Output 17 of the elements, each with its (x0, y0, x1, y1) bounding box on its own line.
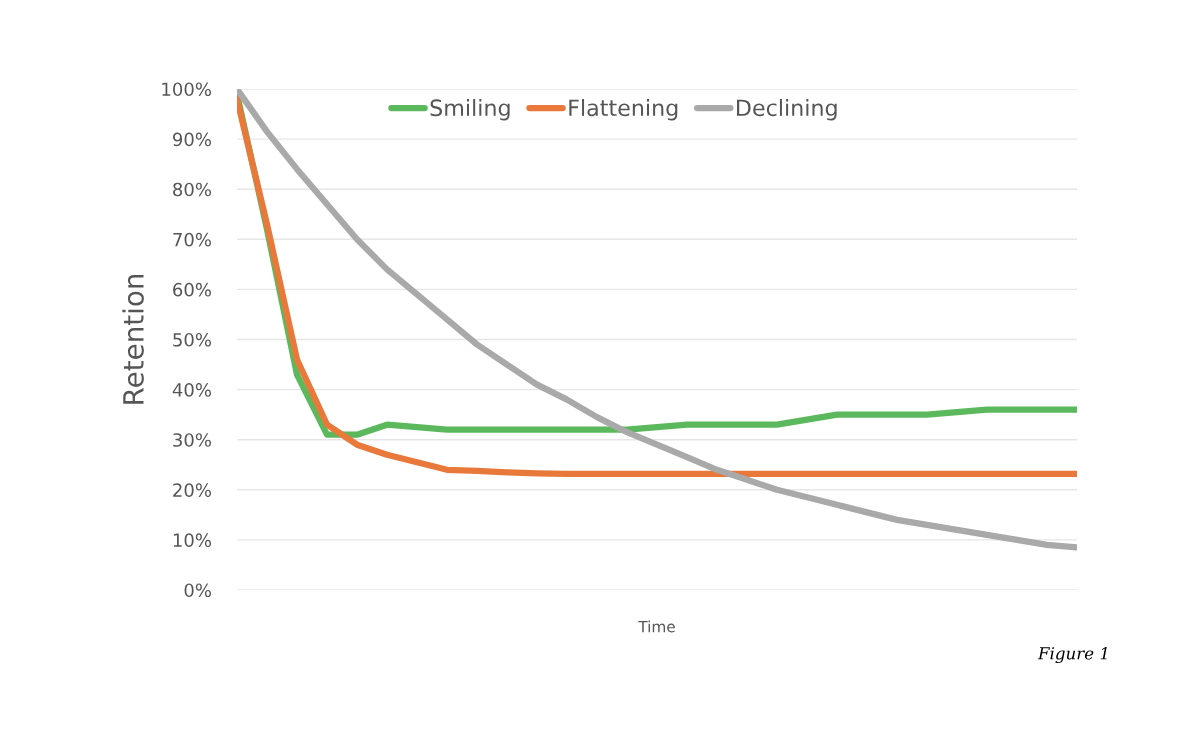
legend-label: Smiling (430, 98, 510, 121)
y-tick-label: 60% (173, 282, 211, 297)
y-tick-label: 10% (173, 533, 211, 548)
y-tick-label: 40% (172, 383, 211, 397)
y-tick-label: 0% (184, 583, 211, 598)
caption: Figure 1 (1037, 646, 1107, 664)
y-tick-label: 90% (173, 132, 211, 147)
y-tick-label: 30% (173, 433, 211, 447)
y-tick-label: 100% (162, 82, 211, 97)
x-axis-title: Time (638, 620, 675, 633)
y-tick-label: 20% (173, 483, 211, 497)
y-tick-label: 80% (173, 182, 211, 197)
legend-label: Flattening (569, 98, 678, 121)
y-tick-label: 50% (173, 332, 211, 347)
y-tick-label: 70% (173, 232, 211, 247)
legend-label: Declining (737, 98, 837, 121)
y-axis-title: Retention (122, 274, 144, 404)
